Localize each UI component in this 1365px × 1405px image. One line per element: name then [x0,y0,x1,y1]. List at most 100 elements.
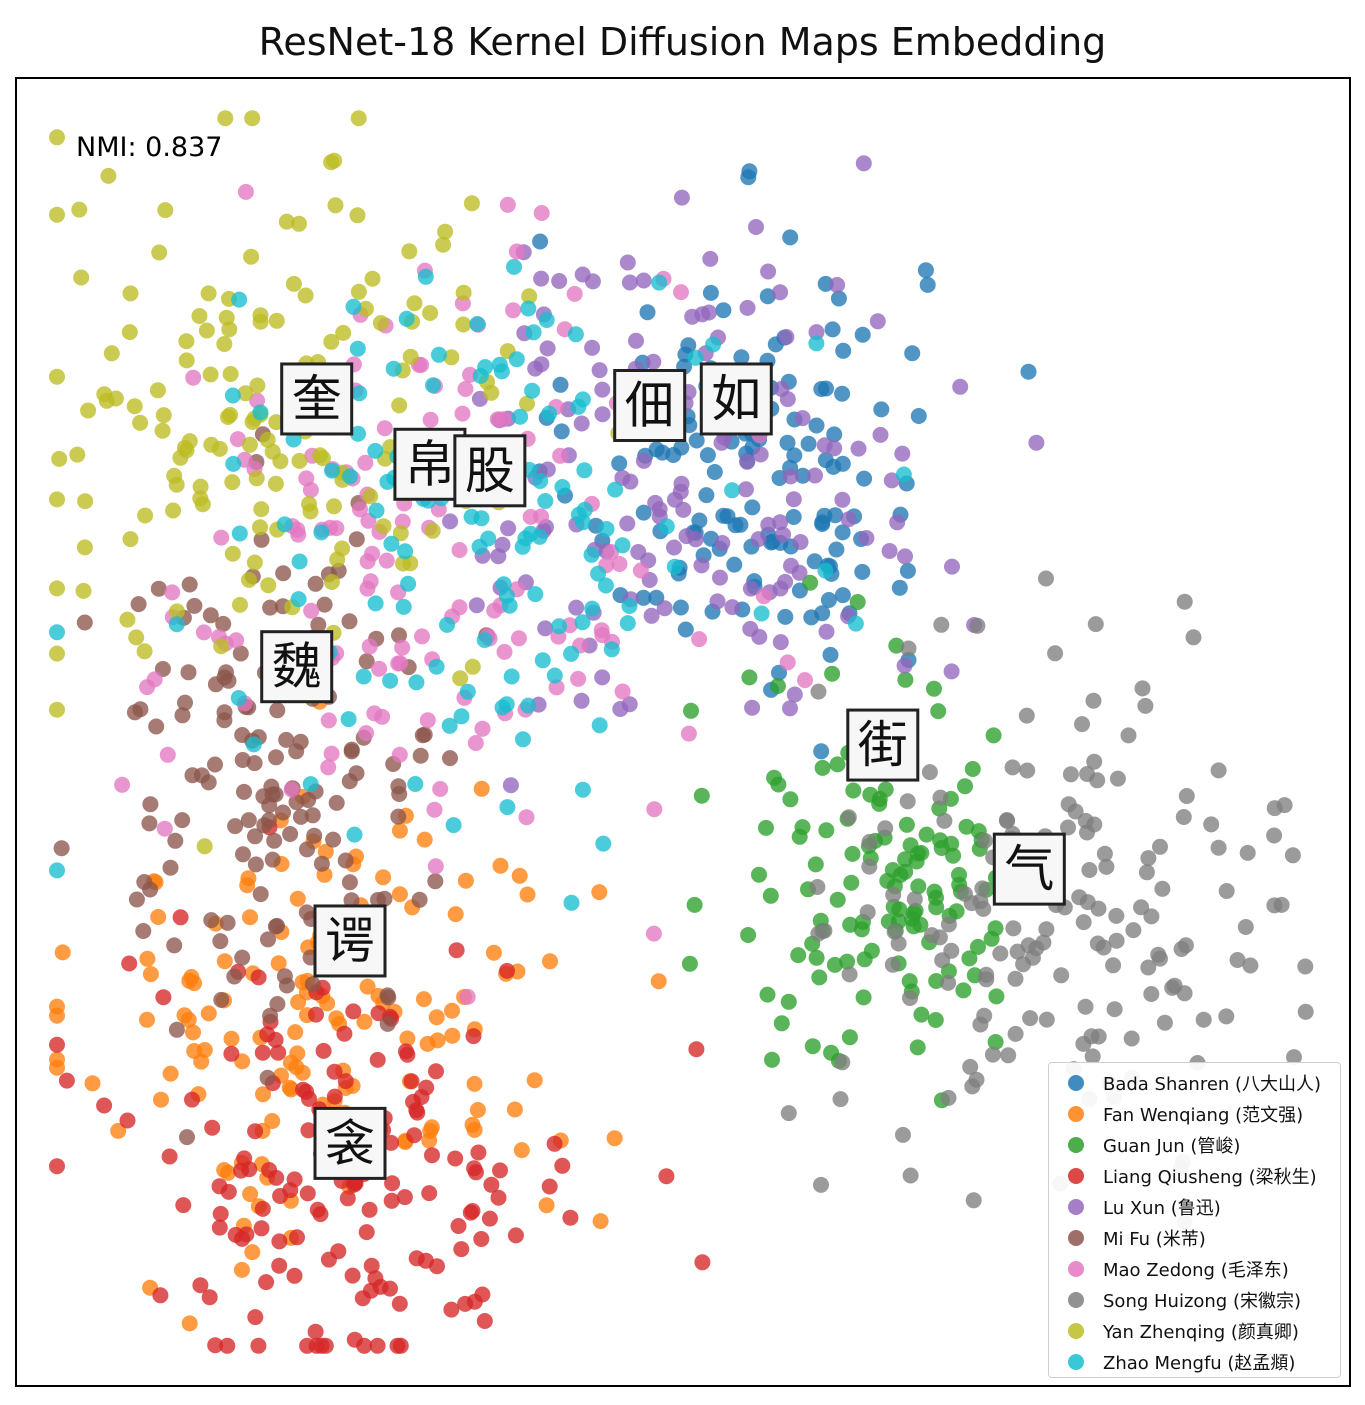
data-point [139,1011,155,1028]
data-point [412,747,429,764]
data-point [191,308,208,324]
data-point [1210,839,1227,856]
data-point [895,1126,911,1143]
data-point [693,787,710,804]
data-point [344,1267,361,1284]
data-point [496,643,513,660]
data-point [759,986,776,1003]
data-point [162,859,179,876]
data-point [211,440,228,457]
data-point [408,674,425,691]
data-point [813,1176,829,1193]
data-point [783,557,799,574]
data-point [130,596,147,613]
data-point [359,580,376,597]
data-point [76,614,93,631]
data-point [770,776,787,793]
legend-label: Song Huizong (宋徽宗) [1103,1290,1301,1312]
data-point [1273,896,1290,913]
data-point [443,1301,460,1318]
data-point [1105,957,1122,974]
data-point [69,446,86,463]
data-point [234,752,251,768]
data-point [383,1134,400,1151]
data-point [326,1063,343,1080]
data-point [591,362,608,379]
data-point [323,745,340,762]
data-point [391,822,408,839]
data-point [201,1289,218,1306]
data-point [267,1031,284,1048]
data-point [307,1323,324,1340]
data-point [1137,697,1154,714]
data-point [943,663,960,680]
data-point [77,493,94,510]
data-point [1062,766,1079,783]
data-point [1175,809,1192,825]
data-point [247,828,263,845]
data-point [334,540,351,557]
data-point [168,616,185,633]
data-point [513,1142,530,1159]
legend-item: Lu Xun (鲁迅) [1055,1191,1334,1222]
data-point [818,380,834,397]
data-point [499,962,515,979]
data-point [820,592,837,608]
data-point [276,968,293,985]
data-point [122,531,139,548]
data-point [894,445,911,462]
data-point [666,558,683,575]
data-point [245,736,262,753]
data-point [1195,1011,1212,1028]
data-point [441,717,458,734]
data-point [312,1206,329,1223]
data-point [803,609,820,626]
data-point [128,629,145,646]
data-point [750,531,767,548]
data-point [447,906,464,923]
data-point [574,781,591,798]
data-point [816,922,833,939]
data-point [1089,935,1106,952]
data-point [406,295,423,312]
glyph-char: 气 [1004,840,1054,898]
data-point [472,367,489,384]
data-point [139,679,156,696]
data-point [1081,862,1098,878]
data-point [1047,645,1064,662]
data-point [890,935,907,952]
data-point [576,501,593,518]
data-point [281,1079,298,1096]
data-point [965,1192,982,1209]
data-point [290,526,307,543]
data-point [383,1192,400,1209]
data-point [234,1230,251,1247]
data-point [248,470,265,487]
data-point [437,223,454,240]
data-point [534,652,551,669]
data-point [200,1005,217,1022]
data-point [594,669,611,686]
data-point [363,1257,380,1274]
data-point [278,731,295,748]
data-point [845,782,862,799]
data-point [823,1044,840,1061]
data-point [727,517,744,534]
data-point [49,368,65,385]
data-point [576,462,593,479]
data-point [1108,907,1125,924]
data-point [292,733,309,750]
data-point [841,966,858,983]
data-point [379,473,396,490]
data-point [635,452,652,469]
data-point [849,594,866,610]
data-point [313,524,330,541]
data-point [503,668,520,685]
data-point [594,627,611,644]
data-point [1005,920,1022,937]
data-point [450,1218,467,1234]
data-point [777,608,794,625]
data-point [683,702,699,719]
data-point [430,346,447,363]
data-point [651,501,668,518]
